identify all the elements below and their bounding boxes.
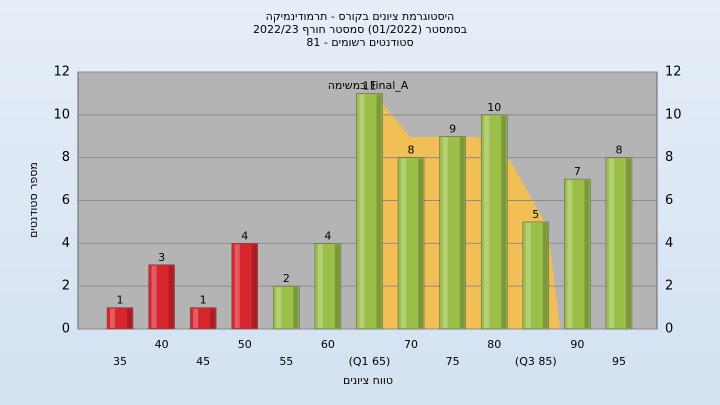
bar-shade xyxy=(168,265,174,328)
bar-shade xyxy=(418,158,424,328)
bar xyxy=(439,136,466,330)
chart-subtitle: בסמסטר (01/2022) סמסטר חורף 2022/23 xyxy=(253,23,467,36)
bar-shade xyxy=(584,180,590,328)
bar-shine xyxy=(484,115,490,328)
bar-shade xyxy=(334,244,340,328)
y-tick-label: 0 xyxy=(62,322,70,337)
y-tick-label: 2 xyxy=(62,279,70,294)
y-tick-label: 4 xyxy=(62,236,70,251)
value-label: 8 xyxy=(408,144,415,157)
bar-shade xyxy=(459,137,465,328)
x-tick-label: 40 xyxy=(155,338,169,351)
bar xyxy=(564,178,591,330)
bar-shine xyxy=(401,158,407,328)
bar xyxy=(314,243,342,330)
chart-subtitle: סטודנטים רשומים - 81 xyxy=(306,36,413,49)
value-label: 8 xyxy=(615,144,622,157)
bar-shine xyxy=(608,158,614,328)
value-label: 3 xyxy=(158,251,165,264)
value-label: 11 xyxy=(362,79,376,92)
x-tick-label: 45 xyxy=(196,355,210,368)
x-axis-label: טווח ציונים xyxy=(343,374,393,387)
x-tick-label: (Q3 85) xyxy=(515,355,557,368)
x-tick-label: 90 xyxy=(570,338,584,351)
y-axis-label: מספר סטודנטים xyxy=(27,162,40,238)
x-tick-label: 50 xyxy=(238,338,252,351)
bar xyxy=(231,243,258,330)
bar-shine xyxy=(317,244,323,328)
bar-shade xyxy=(376,94,382,329)
y-tick-label: 6 xyxy=(62,193,70,208)
bar-shade xyxy=(625,158,631,328)
bar xyxy=(356,93,383,330)
bar xyxy=(148,264,175,330)
bar-shade xyxy=(210,308,216,328)
value-label: 1 xyxy=(117,294,124,307)
value-label: 4 xyxy=(241,229,248,242)
x-tick-label: (Q1 65) xyxy=(349,355,391,368)
x-tick-label: 80 xyxy=(487,338,501,351)
y-tick-label: 8 xyxy=(62,150,70,165)
bar-shade xyxy=(501,115,507,328)
y-tick-label: 12 xyxy=(53,65,70,80)
bar-shine xyxy=(525,222,531,328)
bar xyxy=(480,114,508,330)
x-tick-label: 35 xyxy=(113,355,127,368)
bar-shine xyxy=(234,244,240,328)
y2-tick-label: 4 xyxy=(665,236,673,251)
y2-tick-label: 8 xyxy=(665,150,673,165)
value-label: 9 xyxy=(449,122,456,135)
y2-tick-label: 6 xyxy=(665,193,673,208)
x-tick-label: 95 xyxy=(612,355,626,368)
value-label: 1 xyxy=(200,294,207,307)
x-tick-label: 55 xyxy=(279,355,293,368)
value-label: 5 xyxy=(532,208,539,221)
bar-shine xyxy=(110,308,115,328)
bar-shade xyxy=(251,244,257,328)
bar-shine xyxy=(193,308,199,328)
y2-tick-label: 0 xyxy=(665,322,673,337)
y2-tick-label: 10 xyxy=(665,107,682,122)
value-label: 7 xyxy=(574,165,581,178)
bar-shine xyxy=(442,137,448,328)
bar-shade xyxy=(293,287,299,328)
x-tick-label: 70 xyxy=(404,338,418,351)
bar-shine xyxy=(151,265,157,328)
bar-shade xyxy=(542,222,548,328)
value-label: 10 xyxy=(487,101,501,114)
bar xyxy=(273,285,300,330)
bar-shine xyxy=(276,287,282,328)
bar xyxy=(106,307,134,330)
y-tick-label: 10 xyxy=(53,107,70,122)
y2-tick-label: 2 xyxy=(665,279,673,294)
x-tick-label: 60 xyxy=(321,338,335,351)
y2-tick-label: 12 xyxy=(665,65,682,80)
x-tick-label: 75 xyxy=(446,355,460,368)
bar xyxy=(189,307,217,330)
value-label: 2 xyxy=(283,272,290,285)
bar xyxy=(397,157,425,330)
bar-shade xyxy=(127,308,132,328)
bar xyxy=(605,157,633,330)
value-label: 4 xyxy=(324,229,331,242)
bar-shine xyxy=(359,94,365,329)
bar-shine xyxy=(567,180,573,328)
chart-title: היסטוגרמת ציונים בקורס - תרמודינמיקה xyxy=(266,10,455,23)
bar xyxy=(522,221,550,330)
annotation: במשימה Final_A xyxy=(328,79,409,92)
